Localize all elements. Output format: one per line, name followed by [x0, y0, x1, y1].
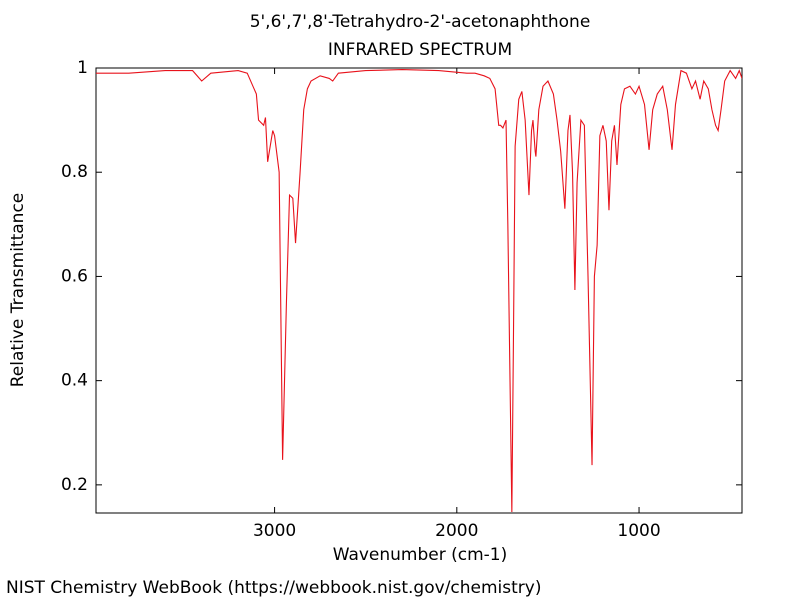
y-tick-label: 0.2	[61, 475, 88, 495]
y-axis-label: Relative Transmittance	[8, 193, 28, 388]
x-tick-label: 2000	[435, 521, 478, 541]
chart-title: 5',6',7',8'-Tetrahydro-2'-acetonaphthone	[250, 12, 591, 32]
y-tick-label: 0.4	[61, 371, 88, 391]
chart-subtitle: INFRARED SPECTRUM	[328, 40, 512, 60]
y-tick-label: 0.8	[61, 162, 88, 182]
spectrum-line	[96, 69, 742, 512]
x-axis-label: Wavenumber (cm-1)	[333, 545, 508, 565]
x-tick-label: 1000	[617, 521, 660, 541]
y-tick-label: 1	[77, 58, 88, 78]
x-tick-label: 3000	[253, 521, 296, 541]
footer: NIST Chemistry WebBook (https://webbook.…	[6, 578, 541, 598]
plot-frame	[95, 67, 743, 514]
y-tick-label: 0.6	[61, 266, 88, 286]
